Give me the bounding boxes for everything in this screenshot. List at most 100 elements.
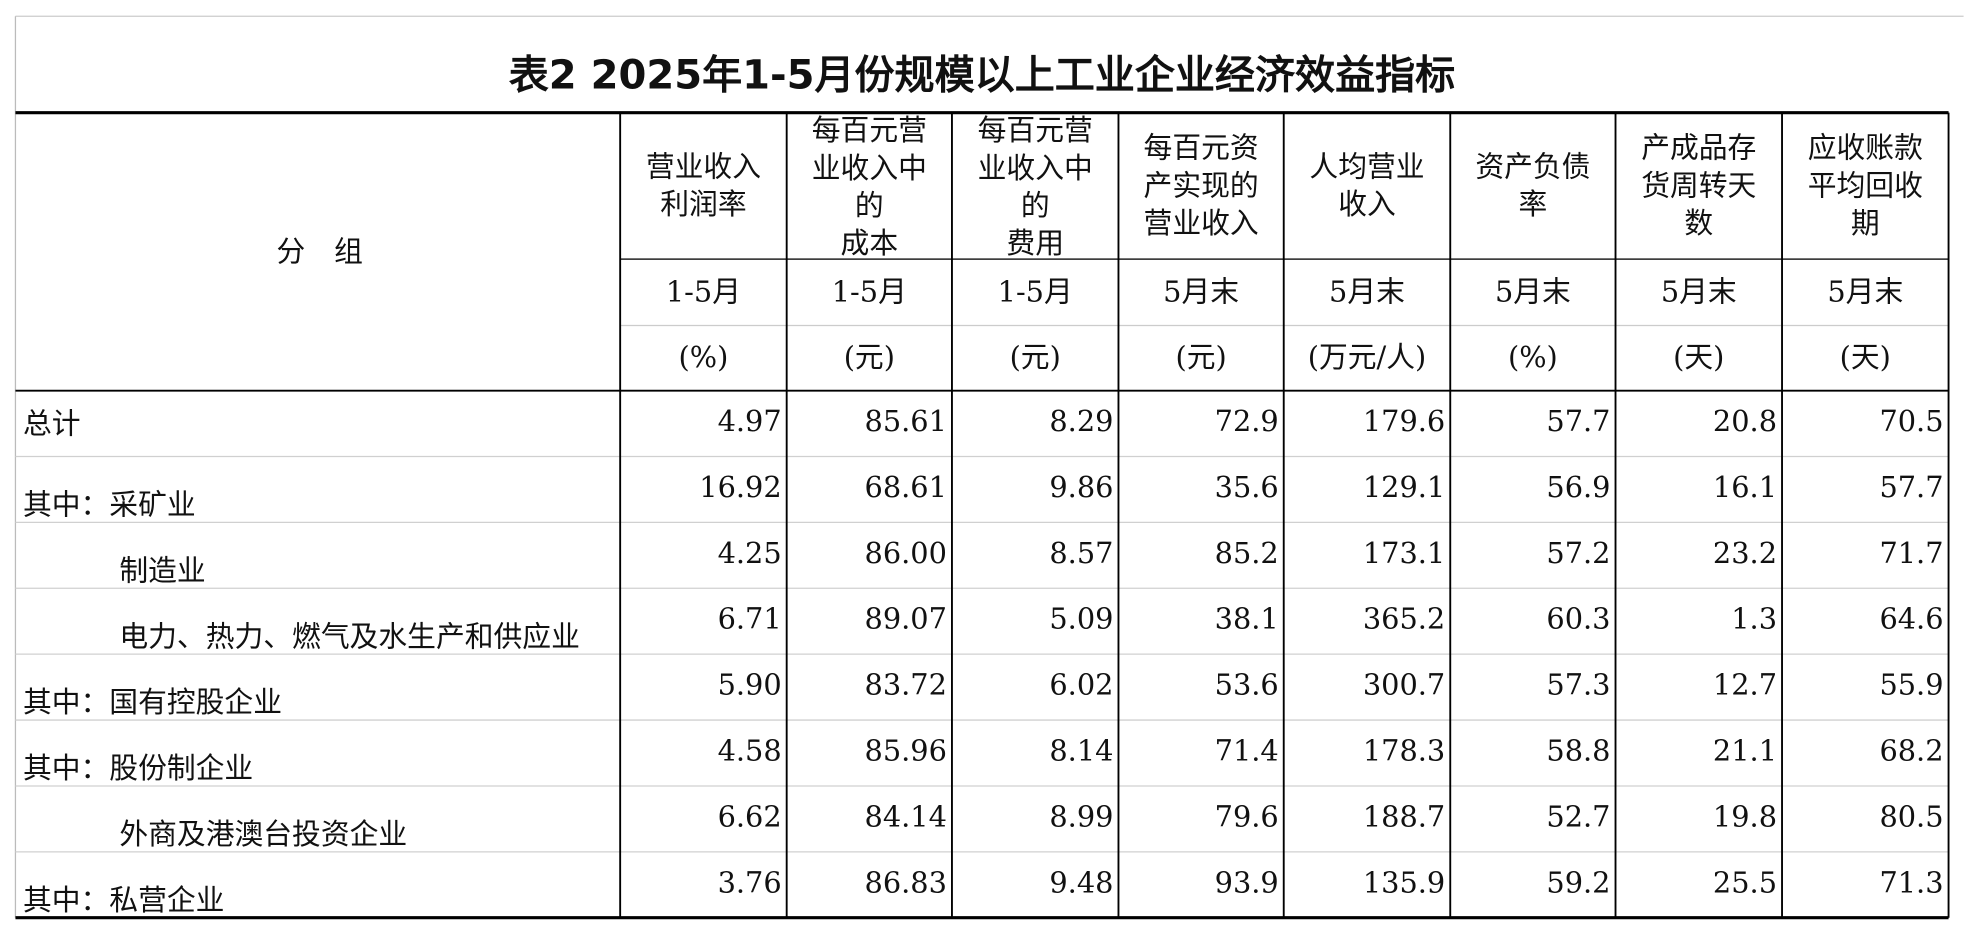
cell-value: 80.5 <box>1879 799 1943 833</box>
cell-value: 58.8 <box>1546 734 1610 768</box>
column-name-line: 营业收入 <box>646 150 761 184</box>
cell-value: 57.7 <box>1879 470 1943 504</box>
column-name-line: 成本 <box>841 226 899 260</box>
cell-value: 56.9 <box>1546 470 1610 504</box>
column-name-line: 业收入中 <box>812 151 927 185</box>
column-unit: (元) <box>844 340 895 374</box>
cell-value: 21.1 <box>1713 734 1777 768</box>
cell-value: 72.9 <box>1215 404 1279 438</box>
row-label: 总计 <box>23 407 81 441</box>
column-unit: (万元/人) <box>1308 340 1427 374</box>
cell-value: 35.6 <box>1215 470 1279 504</box>
cell-value: 8.14 <box>1049 734 1113 768</box>
cell-value: 64.6 <box>1879 602 1943 636</box>
cell-value: 179.6 <box>1363 404 1445 438</box>
column-name-line: 每百元资 <box>1144 131 1259 165</box>
cell-value: 8.57 <box>1049 536 1113 570</box>
column-name-line: 平均回收 <box>1808 168 1923 202</box>
cell-value: 60.3 <box>1546 602 1610 636</box>
cell-value: 6.62 <box>718 799 782 833</box>
column-name-line: 期 <box>1851 206 1880 240</box>
cell-value: 1.3 <box>1731 602 1777 636</box>
column-period: 1-5月 <box>666 275 741 309</box>
column-period: 5月末 <box>1495 275 1571 309</box>
cell-value: 4.58 <box>718 734 782 768</box>
column-period: 5月末 <box>1827 275 1903 309</box>
row-label: 其中：股份制企业 <box>23 751 253 785</box>
cell-value: 83.72 <box>865 668 947 702</box>
column-name-line: 人均营业 <box>1309 150 1424 184</box>
cell-value: 3.76 <box>718 865 782 899</box>
column-name-line: 的 <box>1021 188 1050 222</box>
cell-value: 23.2 <box>1713 536 1777 570</box>
cell-value: 59.2 <box>1546 865 1610 899</box>
group-label: 分 组 <box>277 235 363 269</box>
column-name-line: 每百元营 <box>812 113 927 147</box>
cell-value: 86.00 <box>865 536 947 570</box>
column-name-line: 应收账款 <box>1808 131 1923 165</box>
cell-value: 8.29 <box>1049 404 1113 438</box>
column-name-line: 的 <box>855 188 884 222</box>
cell-value: 38.1 <box>1215 602 1279 636</box>
cell-value: 71.4 <box>1215 734 1279 768</box>
column-unit: (%) <box>679 340 729 374</box>
column-name-line: 营业收入 <box>1144 206 1259 240</box>
row-label: 外商及港澳台投资企业 <box>119 817 407 851</box>
cell-value: 5.90 <box>718 668 782 702</box>
cell-value: 4.25 <box>718 536 782 570</box>
row-label: 其中：采矿业 <box>23 487 196 521</box>
cell-value: 55.9 <box>1879 668 1943 702</box>
column-period: 5月末 <box>1661 275 1737 309</box>
cell-value: 16.92 <box>699 470 781 504</box>
column-name-line: 利润率 <box>660 187 746 221</box>
column-period: 1-5月 <box>998 275 1073 309</box>
column-name-line: 产成品存 <box>1641 131 1756 165</box>
column-name-line: 资产负债 <box>1475 150 1590 184</box>
cell-value: 57.7 <box>1546 404 1610 438</box>
column-period: 5月末 <box>1163 275 1239 309</box>
cell-value: 71.7 <box>1879 536 1943 570</box>
cell-value: 12.7 <box>1713 668 1777 702</box>
cell-value: 85.61 <box>865 404 947 438</box>
column-unit: (%) <box>1508 340 1558 374</box>
cell-value: 70.5 <box>1879 404 1943 438</box>
column-name-line: 产实现的 <box>1144 168 1259 202</box>
cell-value: 129.1 <box>1363 470 1445 504</box>
column-name-line: 收入 <box>1338 187 1396 221</box>
cell-value: 188.7 <box>1363 799 1445 833</box>
cell-value: 8.99 <box>1049 799 1113 833</box>
cell-value: 68.2 <box>1879 734 1943 768</box>
cell-value: 25.5 <box>1713 865 1777 899</box>
cell-value: 86.83 <box>865 865 947 899</box>
cell-value: 68.61 <box>865 470 947 504</box>
cell-value: 84.14 <box>865 799 947 833</box>
cell-value: 79.6 <box>1215 799 1279 833</box>
cell-value: 6.71 <box>718 602 782 636</box>
column-period: 1-5月 <box>832 275 907 309</box>
table-title: 表2 2025年1-5月份规模以上工业企业经济效益指标 <box>509 53 1455 99</box>
cell-value: 57.3 <box>1546 668 1610 702</box>
cell-value: 178.3 <box>1363 734 1445 768</box>
column-name-line: 业收入中 <box>978 151 1093 185</box>
cell-value: 20.8 <box>1713 404 1777 438</box>
row-label: 其中：私营企业 <box>23 883 224 917</box>
column-name-line: 货周转天 <box>1641 168 1756 202</box>
cell-value: 85.96 <box>865 734 947 768</box>
cell-value: 52.7 <box>1546 799 1610 833</box>
column-name-line: 每百元营 <box>978 113 1093 147</box>
cell-value: 19.8 <box>1713 799 1777 833</box>
cell-value: 173.1 <box>1363 536 1445 570</box>
column-name-line: 数 <box>1684 206 1713 240</box>
cell-value: 365.2 <box>1363 602 1445 636</box>
cell-value: 57.2 <box>1546 536 1610 570</box>
cell-value: 9.48 <box>1049 865 1113 899</box>
cell-value: 89.07 <box>865 602 947 636</box>
